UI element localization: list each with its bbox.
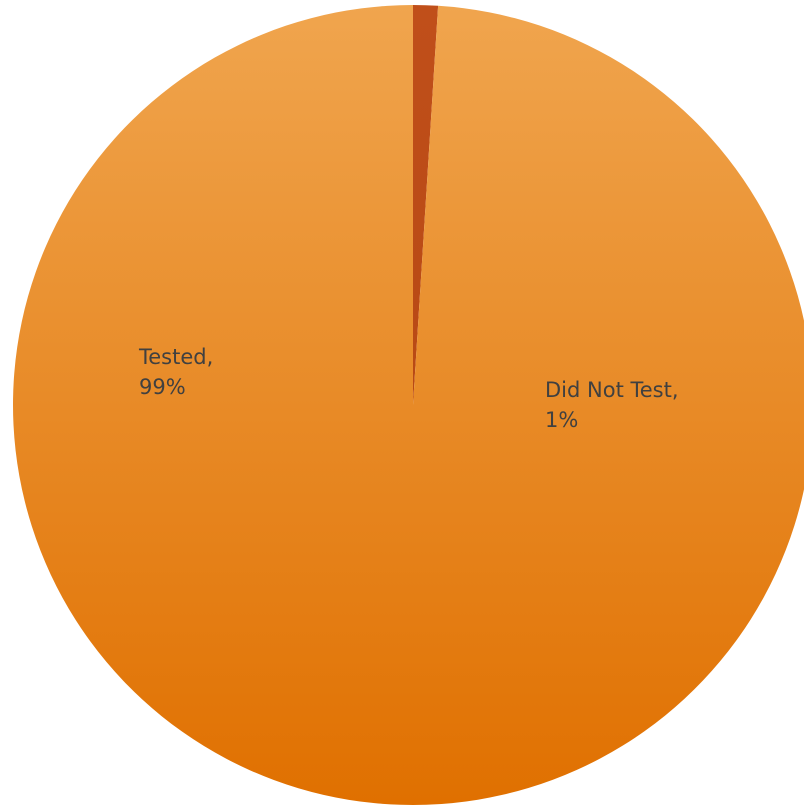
slice-label-percent: 99%: [139, 375, 186, 399]
slice-label-did-not-test: Did Not Test, 1%: [545, 378, 679, 432]
slice-label-category: Tested,: [138, 345, 213, 369]
slices-layer: [13, 5, 804, 805]
labels-layer: Did Not Test, 1% Tested, 99%: [138, 345, 679, 432]
slice-label-percent: 1%: [545, 408, 578, 432]
pie-slice-did-not-test: [413, 5, 439, 405]
slice-label-category: Did Not Test,: [545, 378, 679, 402]
pie-slice-tested: [13, 5, 804, 805]
slice-label-tested: Tested, 99%: [138, 345, 213, 399]
